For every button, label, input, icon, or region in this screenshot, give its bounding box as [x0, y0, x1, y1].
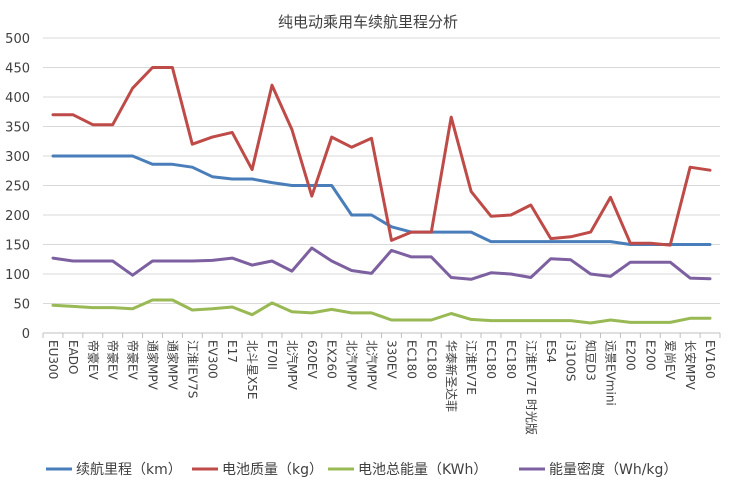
x-tick-label: EU300 — [46, 340, 60, 379]
x-tick-label: 北汽MPV — [285, 340, 300, 391]
x-tick-label: 江淮EV7E — [464, 340, 478, 395]
x-tick-label: 帝豪EV — [106, 340, 121, 381]
x-tick-label: EC180 — [404, 340, 418, 379]
x-tick-label: 远景EVmini — [603, 340, 617, 406]
x-tick-label: E70II — [265, 340, 279, 370]
y-tick-label: 200 — [5, 209, 30, 224]
series-line — [51, 154, 712, 246]
chart-title: 纯电动乘用车续航里程分析 — [278, 13, 458, 31]
y-tick-label: 0 — [22, 327, 30, 342]
x-tick-label: ES4 — [544, 340, 558, 363]
series-lines — [51, 66, 712, 325]
series-line — [51, 298, 712, 325]
x-tick-label: 江淮EV7E 时光版 — [524, 340, 538, 435]
legend-label: 电池总能量（KWh） — [358, 462, 487, 478]
x-tick-label: EV300 — [205, 340, 219, 379]
x-tick-label: EC180 — [504, 340, 518, 379]
legend-label: 电池质量（kg） — [222, 462, 323, 478]
x-tick-label: 北汽MPV — [365, 340, 380, 391]
y-tick-label: 250 — [5, 180, 30, 195]
x-tick-label: EV160 — [703, 340, 717, 379]
y-tick-label: 150 — [5, 239, 30, 254]
x-axis: EU300 EADO 帝豪EV 帝豪EV 帝豪EV 通家MPV 通家MPV 江淮iEV7S EV… — [42, 333, 721, 435]
x-tick-label: EC180 — [484, 340, 498, 379]
x-tick-label: E200 — [623, 340, 637, 371]
y-axis: 0 50 100 150 200 250 300 350 400 450 500 — [5, 32, 30, 342]
legend-label: 能量密度（Wh/kg） — [549, 461, 677, 478]
x-tick-label: 帝豪EV — [126, 340, 141, 381]
x-tick-label: 华泰新圣达菲 — [444, 340, 459, 412]
x-tick-label: 北斗星X5E — [245, 340, 259, 399]
y-tick-label: 400 — [5, 91, 30, 106]
x-tick-label: 330EV — [384, 340, 398, 379]
y-tick-label: 350 — [5, 121, 30, 136]
x-tick-label: 620EV — [305, 340, 319, 379]
x-tick-label: 知豆D3 — [584, 340, 598, 381]
x-tick-label: EC180 — [424, 340, 438, 379]
x-tick-label: E200 — [643, 340, 657, 371]
x-tick-label: 北汽MPV — [345, 340, 360, 391]
series-line — [51, 66, 712, 247]
legend: 续航里程（km） 电池质量（kg） 电池总能量（KWh） 能量密度（Wh/kg） — [46, 461, 677, 478]
x-tick-label: i3100S — [564, 340, 578, 382]
x-tick-label: EADO — [66, 340, 80, 374]
x-tick-label: 长安MPV — [683, 340, 698, 391]
x-tick-label: 通家MPV — [146, 340, 161, 391]
legend-label: 续航里程（km） — [76, 461, 182, 478]
x-tick-label: 江淮iEV7S — [185, 340, 199, 398]
x-tick-label: E17 — [225, 340, 239, 363]
y-tick-label: 500 — [5, 32, 30, 47]
x-tick-label: 帝豪EV — [86, 340, 101, 381]
x-tick-label: 通家MPV — [165, 340, 180, 391]
y-tick-label: 50 — [13, 298, 30, 313]
y-tick-label: 100 — [5, 268, 30, 283]
y-tick-label: 300 — [5, 150, 30, 165]
x-tick-label: 爱尚EV — [663, 340, 677, 381]
x-tick-label: EX260 — [325, 340, 339, 379]
series-line — [51, 246, 712, 281]
y-tick-label: 450 — [5, 62, 30, 77]
